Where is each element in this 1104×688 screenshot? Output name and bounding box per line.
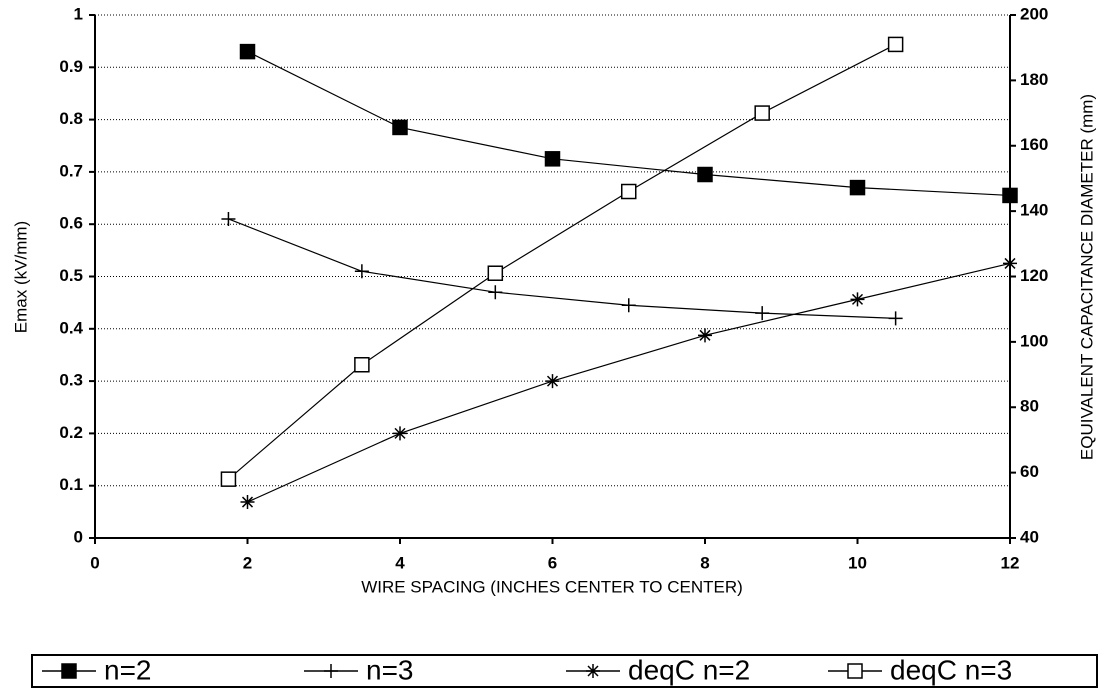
series-line <box>228 43 896 480</box>
marker <box>1002 187 1018 204</box>
y-tick-label: 0.9 <box>59 57 83 76</box>
marker <box>392 119 408 136</box>
legend-label: deqC n=3 <box>890 654 1012 685</box>
series-line <box>247 51 1011 197</box>
y-tick-label: 0.1 <box>59 475 83 494</box>
marker <box>487 265 504 281</box>
x-tick-label: 2 <box>243 553 252 572</box>
x-axis-label: WIRE SPACING (INCHES CENTER TO CENTER) <box>361 577 743 596</box>
y-tick-label: 0.3 <box>59 371 83 390</box>
x-tick-label: 4 <box>395 553 405 572</box>
marker <box>393 426 407 441</box>
marker <box>850 292 865 307</box>
y2-tick-label: 120 <box>1020 266 1048 285</box>
marker <box>621 298 636 313</box>
marker <box>755 306 770 321</box>
y2-tick-label: 80 <box>1020 397 1039 416</box>
marker <box>847 663 863 679</box>
marker <box>354 264 369 279</box>
marker <box>754 105 770 121</box>
legend-label: n=3 <box>366 654 414 685</box>
y2-tick-label: 140 <box>1020 201 1048 220</box>
x-tick-label: 10 <box>848 553 867 572</box>
y2-tick-label: 100 <box>1020 331 1048 350</box>
marker <box>698 328 712 343</box>
x-tick-label: 0 <box>90 553 99 572</box>
marker <box>545 374 560 389</box>
y-tick-label: 0 <box>74 527 83 546</box>
y-tick-label: 1 <box>74 4 83 23</box>
y-tick-label: 0.4 <box>59 318 83 337</box>
marker <box>221 211 236 226</box>
x-tick-label: 12 <box>1001 553 1020 572</box>
x-tick-label: 8 <box>700 553 709 572</box>
series-line <box>247 262 1011 503</box>
marker <box>849 179 866 196</box>
legend-label: deqC n=2 <box>628 654 750 685</box>
y2-tick-label: 40 <box>1020 527 1039 546</box>
y-tick-label: 0.7 <box>59 161 83 180</box>
y-tick-label: 0.8 <box>59 109 83 128</box>
series-line <box>228 218 896 319</box>
marker <box>354 357 370 373</box>
marker <box>61 663 77 679</box>
y-tick-label: 0.2 <box>59 423 83 442</box>
marker <box>220 471 237 487</box>
x-tick-label: 6 <box>548 553 557 572</box>
marker <box>887 36 904 53</box>
marker <box>888 311 903 326</box>
y2-tick-label: 200 <box>1020 4 1048 23</box>
marker <box>324 664 338 678</box>
marker <box>621 183 637 200</box>
y2-tick-label: 60 <box>1020 462 1039 481</box>
legend-label: n=2 <box>104 654 152 685</box>
y-tick-label: 0.5 <box>59 266 83 285</box>
marker <box>697 166 713 183</box>
marker <box>1003 256 1017 271</box>
marker <box>586 664 600 678</box>
marker <box>239 43 256 60</box>
y-tick-label: 0.6 <box>59 214 83 233</box>
y2-tick-label: 180 <box>1020 70 1048 89</box>
marker <box>488 285 503 300</box>
y2-tick-label: 160 <box>1020 135 1048 154</box>
legend-box <box>31 654 1098 688</box>
y2-axis-label: EQUIVALENT CAPACITANCE DIAMETER (mm) <box>1077 94 1096 460</box>
y-axis-label: Emax (kV/mm) <box>11 221 30 333</box>
marker <box>544 151 561 167</box>
marker <box>240 495 255 510</box>
